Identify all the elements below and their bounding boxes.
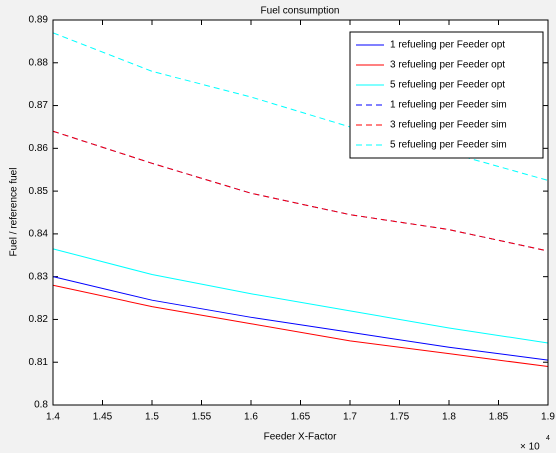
x-tick-label: 1.9	[541, 412, 555, 423]
chart-title: Fuel consumption	[261, 6, 340, 17]
legend-label: 1 refueling per Feeder opt	[390, 40, 505, 51]
y-axis-label: Fuel / reference fuel	[9, 168, 20, 257]
plot-frame	[52, 19, 549, 406]
x-tick-label: 1.5	[145, 412, 159, 423]
legend-label: 3 refueling per Feeder opt	[390, 60, 505, 71]
legend-label: 1 refueling per Feeder sim	[390, 100, 507, 111]
y-tick-label: 0.88	[29, 57, 49, 68]
y-tick-label: 0.82	[29, 314, 49, 325]
series-line	[52, 248, 549, 344]
x-tick-label: 1.55	[192, 412, 212, 423]
y-tick-label: 0.8	[34, 400, 48, 411]
y-tick-label: 0.85	[29, 186, 49, 197]
series-line	[52, 284, 549, 367]
series-line	[52, 130, 549, 252]
y-tick-label: 0.87	[29, 100, 49, 111]
x-tick-label: 1.45	[93, 412, 113, 423]
legend-box	[349, 31, 544, 159]
y-tick-label: 0.86	[29, 143, 49, 154]
legend-label: 5 refueling per Feeder opt	[390, 80, 505, 91]
y-tick-label: 0.81	[29, 357, 49, 368]
y-tick-label: 0.84	[29, 229, 49, 240]
legend-label: 5 refueling per Feeder sim	[390, 140, 507, 151]
x-tick-label: 1.75	[390, 412, 410, 423]
x-scale-base: × 10	[520, 442, 540, 453]
x-tick-label: 1.6	[244, 412, 258, 423]
x-tick-label: 1.7	[343, 412, 357, 423]
y-tick-label: 0.89	[29, 15, 49, 26]
x-scale-exponent: 4	[546, 435, 550, 442]
x-axis-label: Feeder X-Factor	[264, 432, 337, 443]
y-tick-label: 0.83	[29, 271, 49, 282]
x-tick-label: 1.85	[489, 412, 509, 423]
x-tick-label: 1.65	[291, 412, 311, 423]
series-line	[52, 276, 549, 361]
x-tick-label: 1.8	[442, 412, 456, 423]
legend-label: 3 refueling per Feeder sim	[390, 120, 507, 131]
x-tick-label: 1.4	[46, 412, 60, 423]
